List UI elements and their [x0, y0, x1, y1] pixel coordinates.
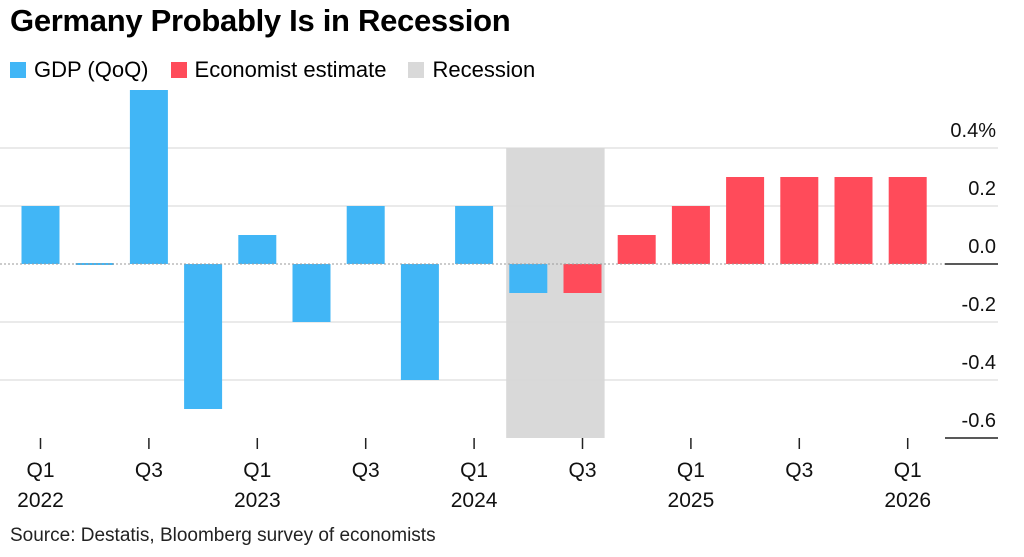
- y-tick-label: 0.4%: [950, 120, 996, 142]
- gdp-bar: [346, 206, 385, 264]
- x-tick-label-quarter: Q3: [352, 459, 380, 482]
- y-tick-label: -0.6: [962, 410, 996, 432]
- legend-label-gdp: GDP (QoQ): [34, 57, 149, 82]
- gdp-bar: [21, 206, 60, 264]
- estimate-bar: [888, 177, 927, 264]
- legend-label-estimate: Economist estimate: [194, 57, 387, 82]
- x-tick-label-quarter: Q3: [785, 459, 813, 482]
- gdp-bar: [238, 235, 277, 264]
- gdp-bar: [400, 264, 439, 380]
- x-tick-label-year: 2025: [668, 489, 715, 512]
- legend-item-gdp: GDP (QoQ): [10, 57, 149, 83]
- estimate-bar: [563, 264, 602, 293]
- x-tick-label-year: 2023: [234, 489, 281, 512]
- estimate-bar: [834, 177, 873, 264]
- x-tick-label-year: 2022: [17, 489, 64, 512]
- gdp-bar: [509, 264, 548, 293]
- legend-swatch-estimate: [170, 62, 187, 78]
- y-tick-label: -0.4: [962, 352, 996, 374]
- legend-item-recession: Recession: [408, 57, 535, 83]
- estimate-bar: [617, 235, 656, 264]
- x-tick-label-quarter: Q1: [26, 459, 54, 482]
- legend-swatch-recession: [408, 62, 425, 78]
- x-tick-label-quarter: Q3: [568, 459, 596, 482]
- x-tick-label-year: 2024: [451, 489, 498, 512]
- y-tick-label: 0.2: [968, 178, 996, 200]
- x-tick-label-quarter: Q1: [243, 459, 271, 482]
- gdp-bar: [184, 264, 223, 409]
- legend: GDP (QoQ) Economist estimate Recession: [10, 56, 557, 84]
- gdp-bar: [292, 264, 331, 322]
- x-tick-label-quarter: Q1: [677, 459, 705, 482]
- x-tick-label-quarter: Q1: [460, 459, 488, 482]
- legend-swatch-gdp: [10, 62, 26, 78]
- gdp-bar: [455, 206, 494, 264]
- x-tick-label-year: 2026: [884, 489, 931, 512]
- legend-label-recession: Recession: [432, 57, 536, 82]
- gdp-bar: [129, 90, 168, 264]
- source-note: Source: Destatis, Bloomberg survey of ec…: [10, 525, 436, 546]
- y-tick-label: -0.2: [962, 294, 996, 316]
- estimate-bar: [780, 177, 819, 264]
- gdp-bar: [75, 263, 114, 265]
- y-tick-label: 0.0: [968, 236, 996, 258]
- estimate-bar: [726, 177, 765, 264]
- legend-item-estimate: Economist estimate: [170, 57, 387, 83]
- x-tick-label-quarter: Q3: [135, 459, 163, 482]
- chart-title: Germany Probably Is in Recession: [10, 3, 511, 38]
- x-tick-label-quarter: Q1: [894, 459, 922, 482]
- estimate-bar: [671, 206, 710, 264]
